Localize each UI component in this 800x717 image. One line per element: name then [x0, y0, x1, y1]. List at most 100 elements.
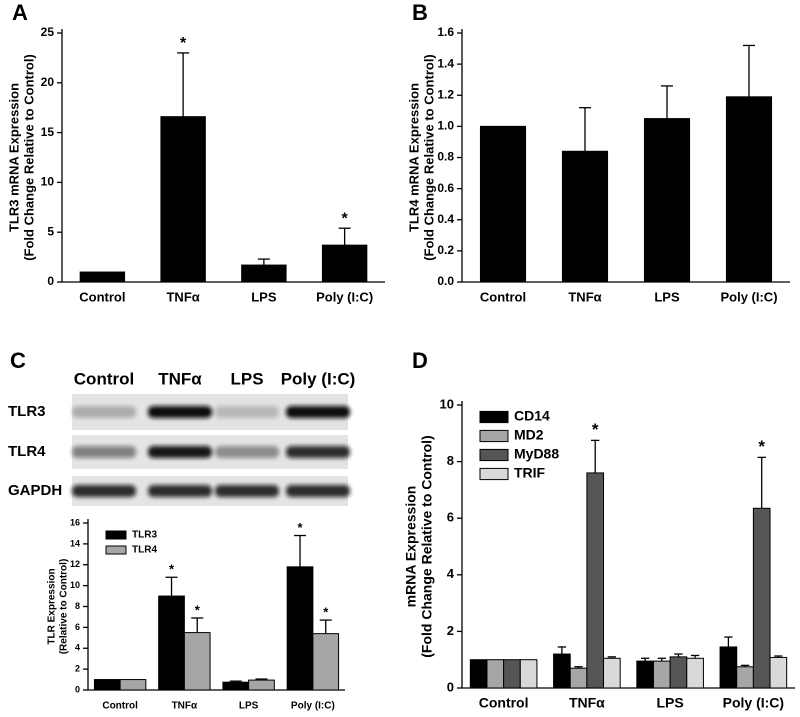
significance-mark: *: [297, 520, 303, 535]
bar: [183, 632, 211, 691]
blot-lane-label: LPS: [230, 369, 263, 388]
blot-band: [286, 446, 350, 458]
bar: [769, 656, 788, 689]
bar: [158, 595, 185, 691]
legend-label: CD14: [514, 408, 550, 424]
legend-swatch: [479, 467, 509, 481]
error-bar: [724, 636, 733, 647]
error-bar: [229, 680, 242, 683]
legend-swatch: [105, 545, 127, 555]
y-tick-label: 6: [75, 622, 80, 632]
y-tick-label: 1.2: [437, 87, 454, 101]
bar: [486, 659, 505, 689]
x-tick-label: TNFα: [172, 701, 198, 712]
legend-label: TLR3: [132, 530, 157, 541]
panel-label: C: [10, 348, 26, 373]
blot-band: [72, 406, 136, 418]
y-tick-label: 12: [70, 559, 80, 569]
bar: [286, 566, 314, 691]
error-bar: [177, 52, 190, 117]
bar: [469, 659, 488, 689]
error-bar: [557, 646, 567, 655]
y-axis-label: TLR3 mRNA Expression: [7, 83, 22, 232]
blot-lane-label: TNFα: [158, 369, 202, 388]
blot-band: [148, 485, 212, 497]
bar: [553, 653, 571, 689]
error-bar: [255, 678, 268, 681]
x-tick-label: Control: [79, 289, 125, 304]
y-axis-label: (Relative to Control): [59, 559, 70, 655]
error-bar: [257, 258, 270, 266]
error-bar: [743, 44, 755, 97]
y-tick-label: 5: [47, 224, 54, 238]
legend-swatch: [479, 448, 509, 462]
y-axis-label: (Fold Change Relative to Control): [418, 435, 434, 657]
x-tick-label: Poly (I:C): [316, 289, 373, 304]
bar: [752, 507, 771, 689]
error-bar: [607, 656, 617, 659]
bar: [736, 666, 754, 689]
y-tick-label: 10: [440, 396, 454, 411]
y-tick-label: 8: [75, 601, 80, 611]
y-tick-label: 0.4: [437, 212, 454, 226]
error-bar: [591, 439, 600, 473]
x-tick-label: TNFα: [569, 695, 605, 711]
bar: [519, 659, 538, 689]
bar: [636, 660, 654, 689]
x-tick-label: Control: [479, 695, 529, 711]
x-tick-label: LPS: [654, 289, 680, 304]
blot-band: [286, 485, 350, 497]
legend-label: TRIF: [514, 465, 546, 481]
bar: [643, 118, 691, 283]
y-tick-label: 10: [41, 175, 55, 189]
bar: [222, 681, 250, 691]
error-bar: [165, 576, 178, 597]
error-bar: [191, 617, 204, 633]
y-tick-label: 0.2: [437, 243, 454, 257]
y-tick-label: 14: [70, 538, 80, 548]
y-tick-label: 0.8: [437, 150, 454, 164]
bar: [561, 150, 609, 283]
bar: [79, 271, 126, 283]
blot-lane-label: Poly (I:C): [281, 369, 356, 388]
legend-swatch: [105, 530, 127, 540]
blot-band: [215, 485, 279, 497]
x-tick-label: Control: [480, 289, 526, 304]
error-bar: [657, 657, 666, 662]
error-bar: [661, 85, 673, 119]
x-tick-label: LPS: [239, 701, 259, 712]
panel-label: A: [12, 0, 28, 25]
error-bar: [640, 657, 650, 662]
legend-label: MD2: [514, 427, 544, 443]
significance-mark: *: [758, 437, 765, 456]
y-axis-label: (Fold Change Relative to Control): [22, 54, 37, 261]
bar: [686, 657, 704, 689]
blot-row-label: TLR4: [8, 443, 46, 460]
blot-lane-label: Control: [74, 369, 134, 388]
bar: [719, 646, 738, 689]
bar: [603, 657, 621, 689]
y-axis-label: mRNA Expression: [402, 486, 418, 608]
bar: [321, 244, 368, 283]
bar: [312, 633, 340, 691]
y-tick-label: 25: [41, 25, 55, 39]
legend-label: MyD88: [514, 446, 559, 462]
y-tick-label: 20: [41, 75, 55, 89]
blot-band: [286, 406, 350, 418]
significance-mark: *: [323, 605, 329, 620]
bar: [248, 679, 275, 691]
y-tick-label: 6: [447, 510, 454, 525]
blot-row-label: TLR3: [8, 403, 46, 420]
significance-mark: *: [342, 210, 349, 227]
legend-swatch: [479, 410, 509, 424]
panel-label: D: [412, 348, 428, 373]
error-bar: [579, 107, 591, 152]
y-tick-label: 1.6: [437, 25, 454, 39]
x-tick-label: TNFα: [166, 289, 199, 304]
y-tick-label: 4: [75, 643, 80, 653]
blot-band: [72, 485, 136, 497]
y-axis-label: (Fold Change Relative to Control): [422, 54, 437, 261]
x-tick-label: Poly (I:C): [723, 695, 784, 711]
error-bar: [774, 655, 783, 658]
x-tick-label: Poly (I:C): [291, 701, 335, 712]
